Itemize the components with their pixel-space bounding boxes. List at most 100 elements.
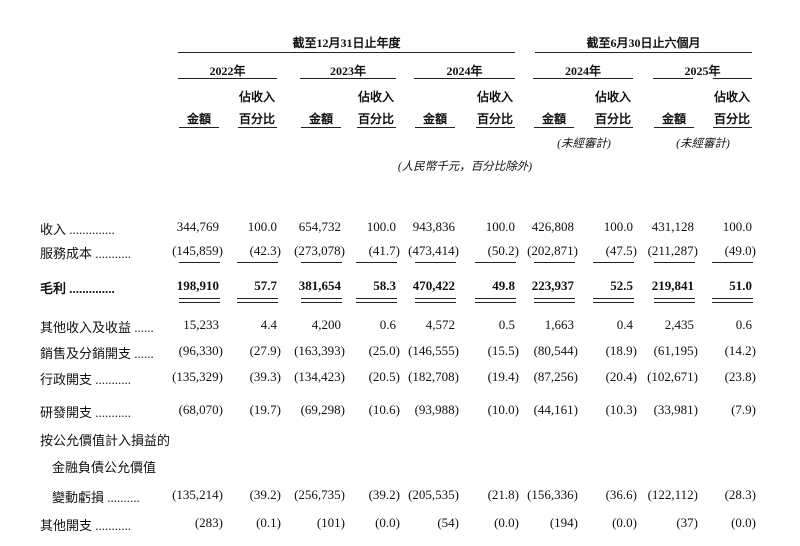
amount-cell: 4,572 xyxy=(425,317,455,332)
amount-cell: (96,330) xyxy=(178,343,223,358)
pct-cell: (39.3) xyxy=(249,369,281,384)
amount-cell: (37) xyxy=(676,515,698,530)
row-label: 研發開支 ........... xyxy=(40,405,132,420)
header-year: 2022年 xyxy=(209,64,246,78)
pct-cell: (19.4) xyxy=(487,369,519,384)
header-pct-line2: 百分比 xyxy=(594,112,631,126)
rule xyxy=(475,298,516,299)
pct-cell: (18.9) xyxy=(605,343,637,358)
header-pct-line2: 百分比 xyxy=(238,112,275,126)
amount-cell: 943,836 xyxy=(412,219,455,234)
pct-cell: (7.9) xyxy=(731,402,756,417)
amount-cell: (69,298) xyxy=(300,402,345,417)
pct-cell: (0.0) xyxy=(375,515,400,530)
rule xyxy=(237,298,278,299)
pct-cell: (0.0) xyxy=(612,515,637,530)
pct-cell: 0.6 xyxy=(735,317,752,332)
row-label: 金融負債公允價值 xyxy=(52,460,157,475)
header-pct-line2: 百分比 xyxy=(476,112,513,126)
amount-cell: (146,555) xyxy=(408,343,459,358)
header-pct-line1: 佔收入 xyxy=(238,90,275,104)
rule xyxy=(237,302,278,303)
amount-cell: (80,544) xyxy=(533,343,578,358)
rule xyxy=(534,298,575,299)
header-year: 2024年 xyxy=(446,64,483,78)
pct-cell: (25.0) xyxy=(368,343,400,358)
pct-cell: (50.2) xyxy=(487,243,519,258)
amount-cell: (211,287) xyxy=(647,243,698,258)
rule xyxy=(653,78,693,79)
pct-cell: 100.0 xyxy=(603,219,633,234)
rule xyxy=(654,127,694,128)
unaudited-note: (未經審計) xyxy=(557,138,611,150)
rule xyxy=(179,298,220,299)
pct-cell: 100.0 xyxy=(366,219,396,234)
pct-cell: (19.7) xyxy=(249,402,281,417)
header-pct-line2: 百分比 xyxy=(357,112,394,126)
amount-cell: 381,654 xyxy=(298,278,341,293)
unaudited-note: (未經審計) xyxy=(676,138,730,150)
amount-cell: (134,423) xyxy=(294,369,345,384)
rule xyxy=(654,262,695,263)
rule xyxy=(594,127,633,128)
pct-cell: 52.5 xyxy=(610,278,633,293)
unit-note: (人民幣千元，百分比除外) xyxy=(397,161,533,173)
amount-cell: 654,732 xyxy=(298,219,341,234)
header-year: 2025年 xyxy=(684,64,721,78)
rule xyxy=(535,52,752,53)
rule xyxy=(593,262,634,263)
rule xyxy=(179,262,220,263)
amount-cell: 15,233 xyxy=(183,317,219,332)
row-label: 服務成本 ........... xyxy=(40,246,132,261)
rule xyxy=(301,302,342,303)
header-half-year: 截至6月30日止六個月 xyxy=(586,36,701,50)
rule xyxy=(356,302,397,303)
rule xyxy=(533,78,633,79)
header-full-year: 截至12月31日止年度 xyxy=(292,36,401,50)
amount-cell: (194) xyxy=(549,515,578,530)
pct-cell: 0.5 xyxy=(498,317,515,332)
rule xyxy=(301,298,342,299)
rule xyxy=(475,302,516,303)
amount-cell: (156,336) xyxy=(527,487,578,502)
pct-cell: (0.0) xyxy=(731,515,756,530)
amount-cell: (54) xyxy=(437,515,459,530)
header-pct-line1: 佔收入 xyxy=(357,90,394,104)
pct-cell: (0.0) xyxy=(494,515,519,530)
header-pct-line2: 百分比 xyxy=(713,112,750,126)
amount-cell: (256,735) xyxy=(294,487,345,502)
pct-cell: (49.0) xyxy=(724,243,756,258)
rule xyxy=(475,262,516,263)
amount-cell: (102,671) xyxy=(647,369,698,384)
amount-cell: (44,161) xyxy=(533,402,578,417)
pct-cell: (21.8) xyxy=(487,487,519,502)
amount-cell: (273,078) xyxy=(294,243,345,258)
header-pct-line1: 佔收入 xyxy=(476,90,513,104)
header-amount: 金額 xyxy=(186,112,211,126)
row-label: 變動虧損 .......... xyxy=(52,490,140,505)
header-pct-line1: 佔收入 xyxy=(594,90,631,104)
pct-cell: (23.8) xyxy=(724,369,756,384)
rule xyxy=(415,262,456,263)
amount-cell: 426,808 xyxy=(531,219,574,234)
rule xyxy=(534,262,575,263)
pct-cell: (15.5) xyxy=(487,343,519,358)
header-year: 2023年 xyxy=(329,64,366,78)
amount-cell: (61,195) xyxy=(653,343,698,358)
pct-cell: 0.6 xyxy=(379,317,396,332)
pct-cell: (27.9) xyxy=(249,343,281,358)
rule xyxy=(534,127,574,128)
rule xyxy=(179,302,220,303)
row-label: 毛利 .............. xyxy=(40,281,115,296)
amount-cell: (68,070) xyxy=(178,402,223,417)
rule xyxy=(654,302,695,303)
pct-cell: 100.0 xyxy=(247,219,277,234)
row-label: 行政開支 ........... xyxy=(40,372,132,387)
amount-cell: (33,981) xyxy=(653,402,698,417)
rule xyxy=(593,302,634,303)
pct-cell: (36.6) xyxy=(605,487,637,502)
rule xyxy=(713,78,752,79)
pct-cell: 57.7 xyxy=(254,278,277,293)
rule xyxy=(415,298,456,299)
pct-cell: (39.2) xyxy=(368,487,400,502)
